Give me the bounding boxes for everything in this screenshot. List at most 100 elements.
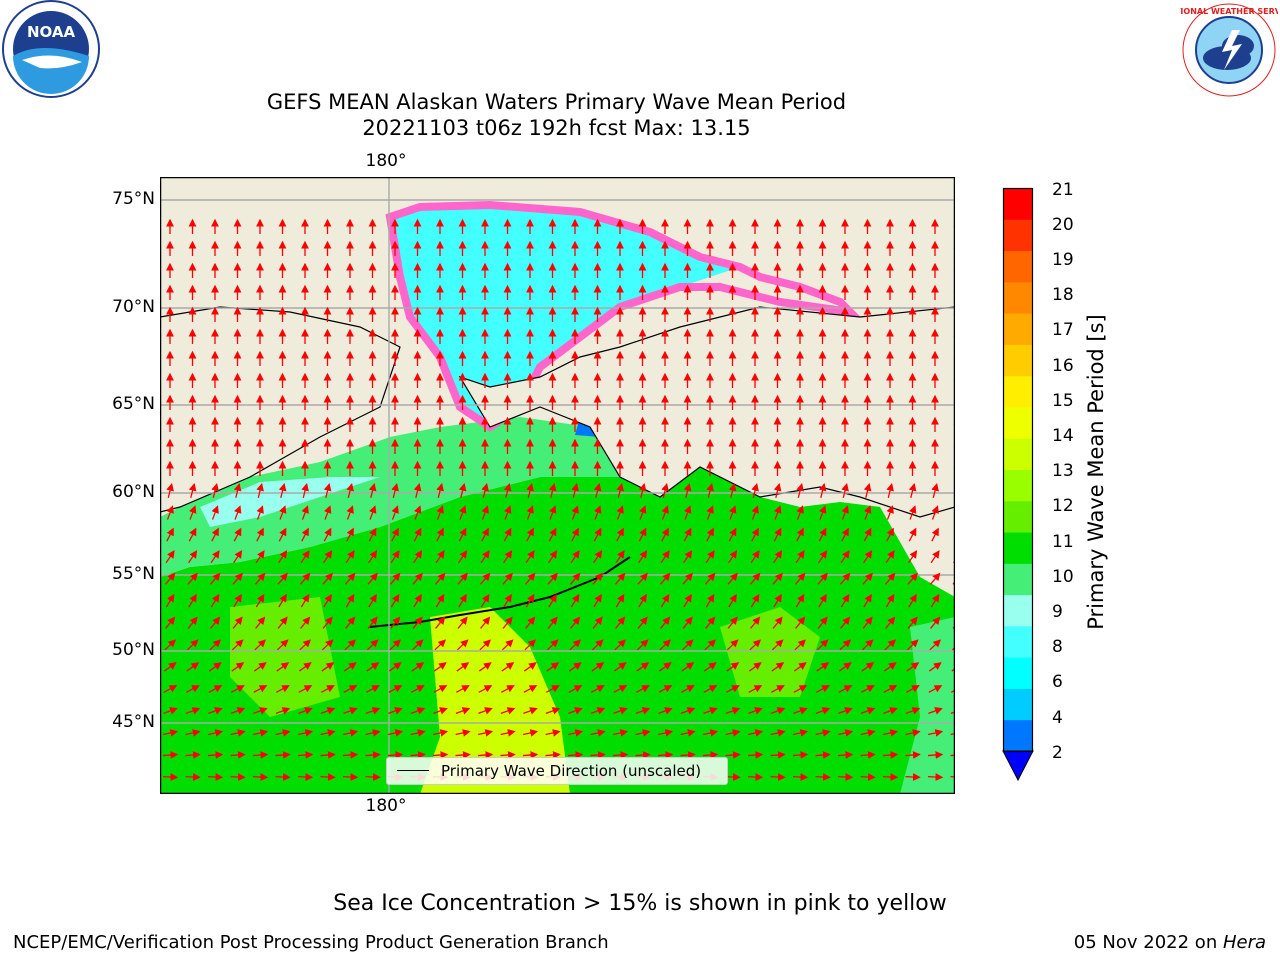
wave-arrow [478,729,494,737]
wave-arrow [682,572,693,585]
wave-arrow [861,662,875,672]
wave-arrow [207,773,224,781]
wave-arrow [725,729,741,737]
wave-arrow [410,751,426,759]
sea-ice-edge [385,200,862,432]
colorbar-frame [1002,187,1034,753]
title-line-2: 20221103 t06z 192h fcst Max: 13.15 [362,116,751,140]
wave-arrow [795,616,806,629]
wave-arrow [233,527,242,542]
wave-arrow [368,550,378,564]
wave-arrow [840,616,851,629]
wave-arrow [570,550,580,564]
wave-arrow [481,482,489,498]
wave-arrow [365,729,381,737]
wave-period-map [160,177,955,794]
wave-arrow [433,729,449,737]
wave-arrow [592,616,603,629]
wave-arrow [231,685,245,693]
cb-tick-17: 17 [1052,320,1074,340]
colorbar-block [1003,219,1033,252]
colorbar-block [1003,188,1033,221]
wave-arrow [725,707,741,715]
wave-arrow [950,775,955,778]
wave-arrow [951,689,955,693]
wave-arrow [840,593,850,608]
cb-tick-13: 13 [1052,461,1074,481]
wave-arrow [841,482,849,498]
wave-arrow [211,505,219,520]
wave-arrow [501,662,515,672]
wave-arrow [345,593,355,608]
wave-arrow [432,751,449,759]
nws-logo-text: NATIONAL WEATHER SERVICE [1180,7,1278,16]
wave-arrow [818,550,828,564]
cb-tick-9: 9 [1052,602,1063,622]
wave-arrow [570,593,580,608]
wave-arrow [345,550,355,564]
wave-arrow [413,527,422,542]
wave-arrow [455,729,471,737]
wave-arrow [591,639,604,651]
wave-arrow [187,572,198,585]
wave-arrow [435,616,446,629]
wave-arrow [837,751,854,759]
wave-arrow [864,505,872,520]
wave-arrow [231,639,244,651]
wave-arrow [885,616,896,629]
wave-arrow [166,482,174,498]
colorbar-block [1003,563,1033,596]
wave-arrow [366,685,380,693]
wave-arrow [526,505,534,520]
wave-arrow [414,505,422,520]
wave-arrow [479,639,492,651]
wave-direction-arrows [162,218,955,781]
wave-arrow [816,662,830,672]
wave-arrow [252,773,269,781]
wave-arrow [818,593,827,608]
wave-arrow [367,616,378,629]
noaa-logo: NOAA [2,0,100,98]
wave-arrow [275,729,291,737]
wave-arrow [188,527,197,542]
wave-arrow [635,751,651,759]
wave-arrow [908,593,917,608]
wave-arrow [412,572,423,585]
wave-arrow [793,729,809,737]
wave-arrow [478,707,493,715]
wave-arrow [931,527,939,542]
wave-arrow [301,505,309,520]
wave-arrow [434,572,446,585]
ocean-period-9 [160,417,620,577]
wave-arrow [388,662,402,672]
wave-arrow [636,639,649,651]
wave-arrow [681,662,695,672]
wave-arrow [365,751,381,759]
wave-arrow [637,616,648,629]
wave-arrow [683,527,692,542]
noaa-logo-text: NOAA [27,23,76,41]
wave-arrow [365,773,381,781]
wave-arrow [185,773,201,781]
wave-arrow [301,482,309,498]
title-line-1: GEFS MEAN Alaskan Waters Primary Wave Me… [266,90,847,114]
ocean-period-12-13 [420,607,570,794]
wave-arrow [591,685,605,693]
wave-arrow [927,751,944,759]
wave-arrow [256,527,264,542]
wave-arrow [208,685,223,693]
wave-arrow [793,662,807,672]
wave-arrow [568,729,584,737]
wave-arrow [210,616,221,629]
wave-arrow [391,527,399,542]
wave-arrow [928,685,943,693]
wave-arrow [275,773,291,781]
wave-arrow [320,773,336,781]
wave-arrow [522,751,539,759]
wave-arrow [301,527,309,542]
wave-arrow [728,550,738,564]
wave-arrow [500,707,516,715]
wave-arrow [411,685,425,693]
wave-arrow [277,616,288,629]
wave-arrow [433,662,447,672]
